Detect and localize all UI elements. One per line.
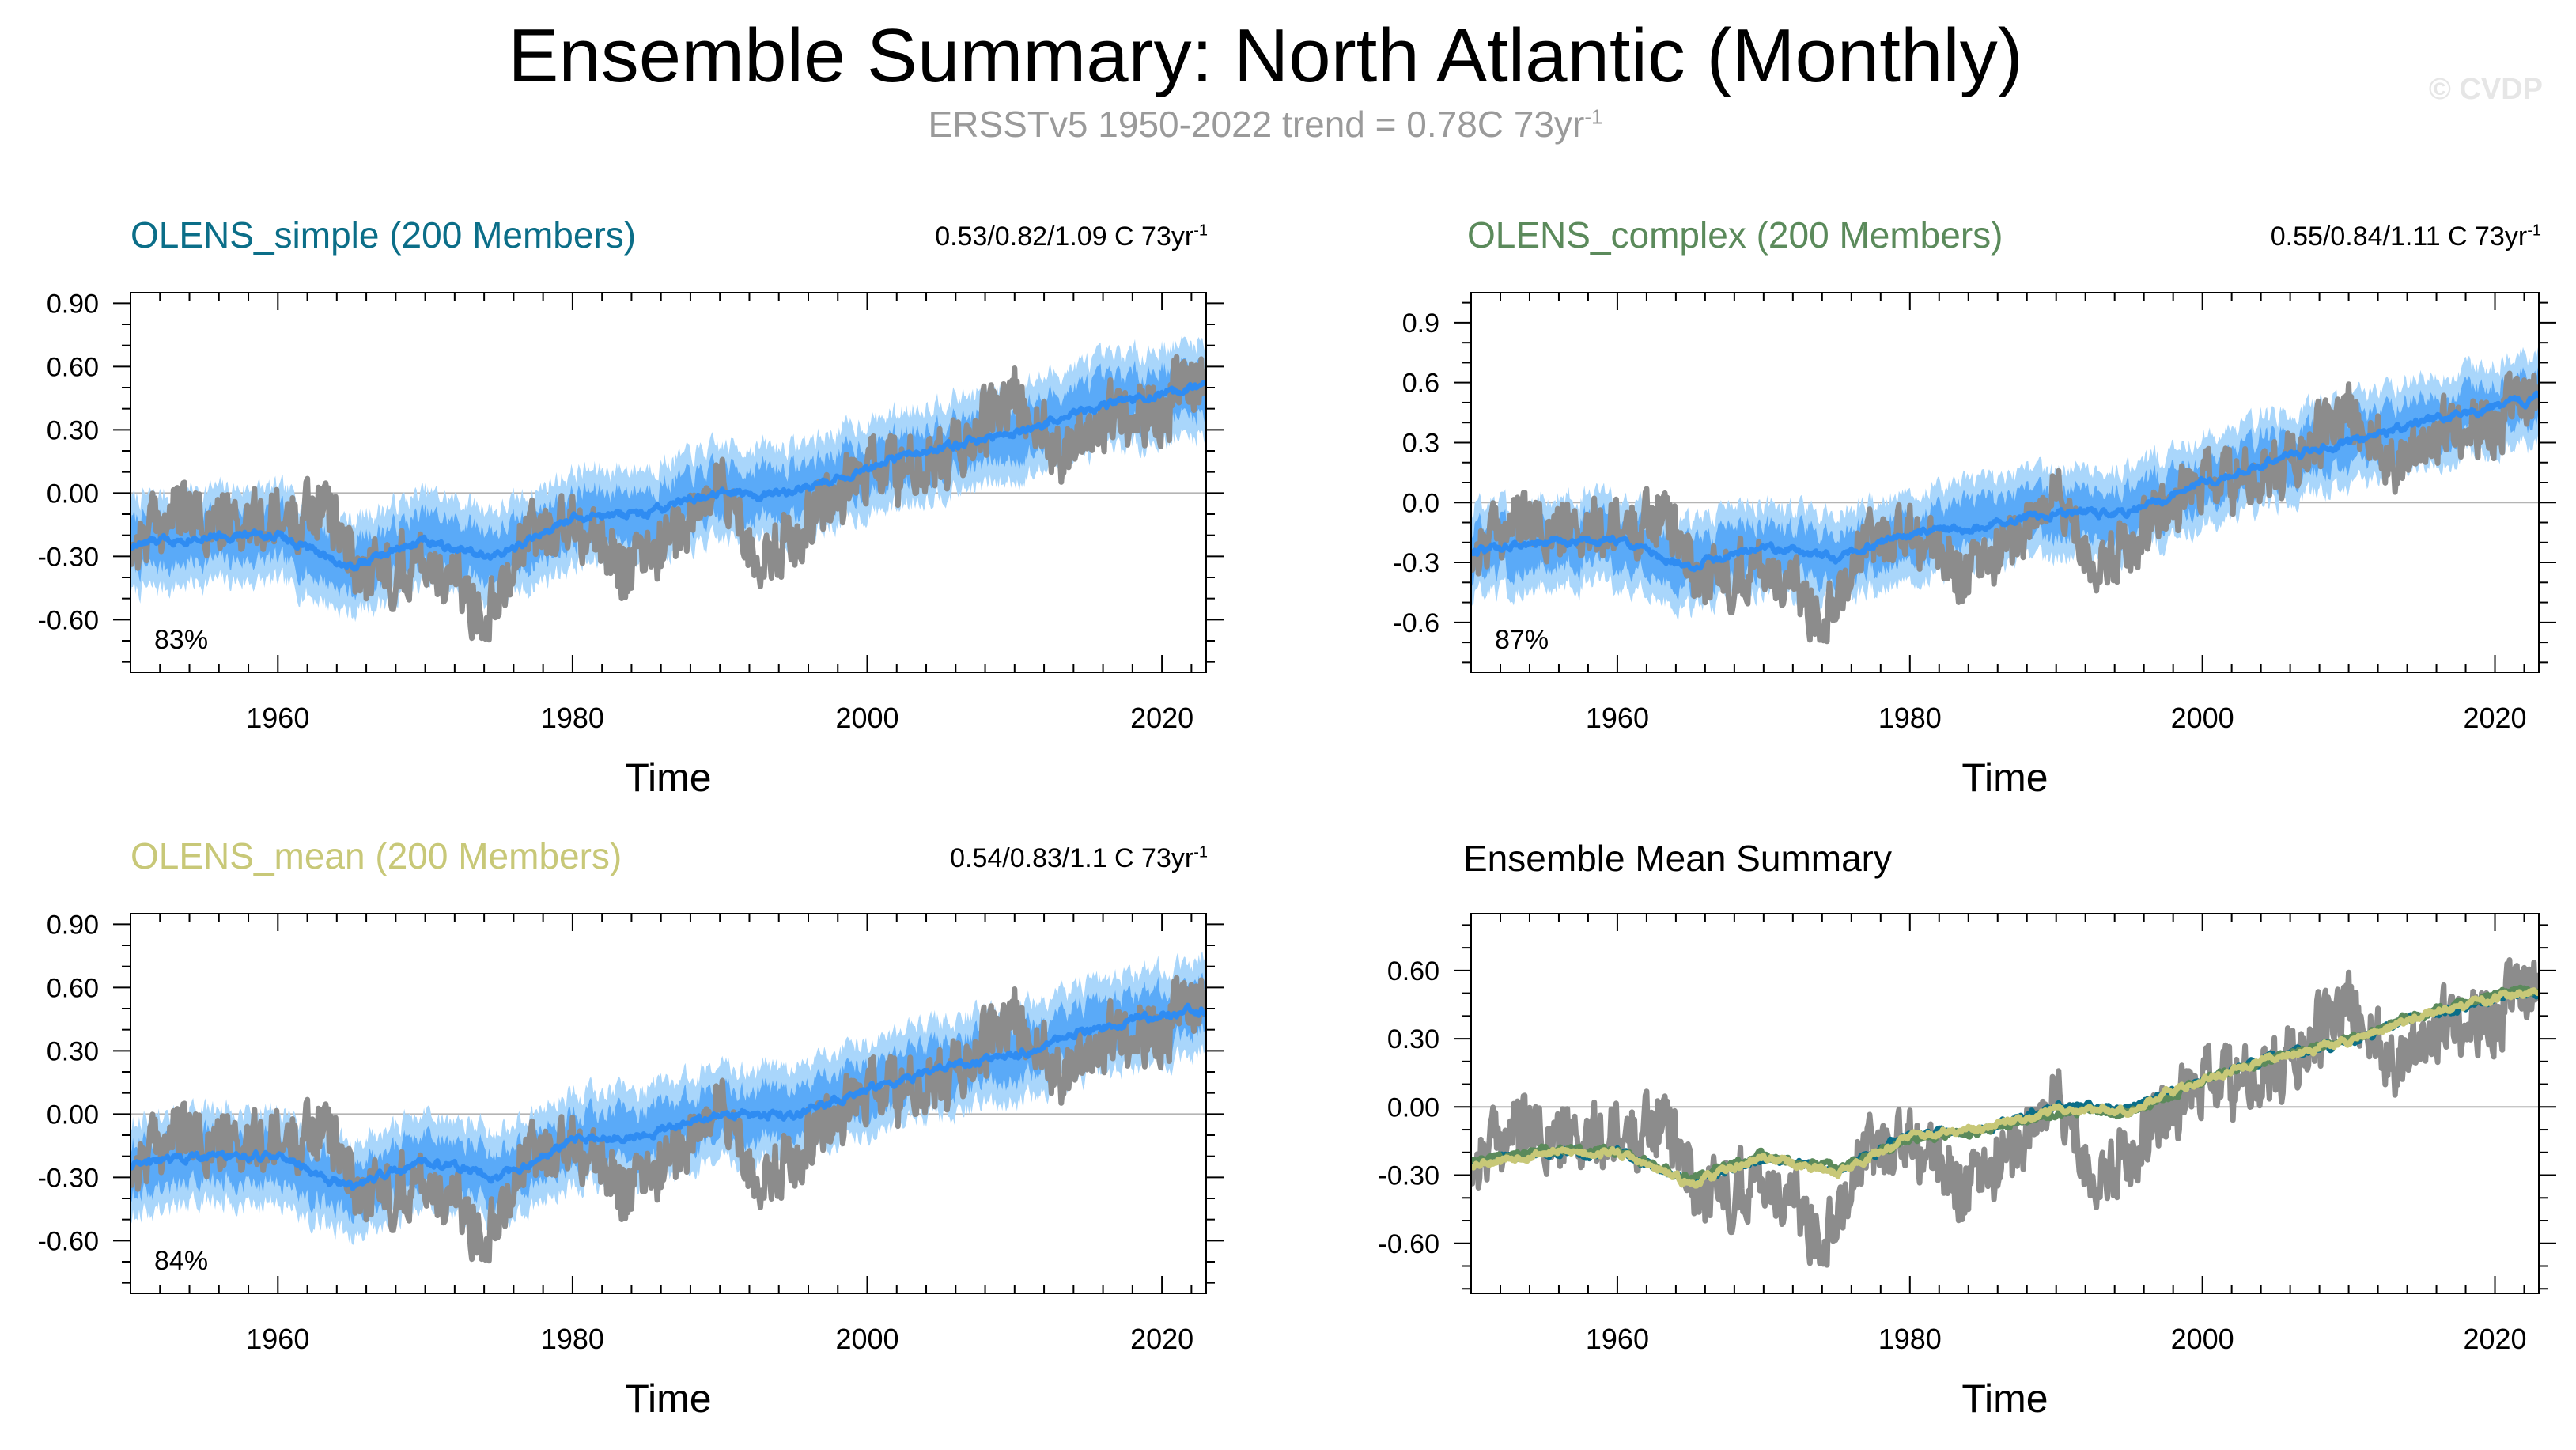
y-tick-label: 0.90 [47,289,99,319]
x-tick-label: 2020 [1130,1323,1193,1355]
x-axis-label: Time [625,1376,711,1421]
panel-3-chart: 1960 1980 2000 2020 Time -0.60 -0.30 0.00 0.30 0.… [38,910,1224,1421]
observations-line [131,975,1206,1264]
x-tick-label: 2000 [835,702,898,734]
y-tick-label: 0.00 [47,479,99,509]
panel-3-trend: 0.54/0.83/1.1 C 73yr-1 [950,843,1208,874]
y-tick-label: 0.00 [1387,1092,1439,1123]
page-title: Ensemble Summary: North Atlantic (Monthl… [508,13,2023,98]
observations-line [1471,370,2539,645]
page-subtitle: ERSSTv5 1950-2022 trend = 0.78C 73yr-1 [0,103,2531,146]
cvdp-watermark: © CVDP [2428,73,2543,106]
y-tick-label: -0.30 [1379,1161,1440,1191]
panel-1-trend-sup: -1 [1193,221,1208,240]
percent-label: 84% [154,1246,208,1276]
plot-area [1471,957,2539,1268]
panel-1-trend-text: 0.53/0.82/1.09 C 73yr [935,221,1194,252]
x-tick-label: 2020 [2463,702,2526,734]
panel-2-trend-sup: -1 [2527,221,2541,240]
x-tick-label: 1960 [246,702,309,734]
y-tick-label: 0.3 [1402,428,1439,458]
observations-line [131,354,1206,643]
y-tick-label: -0.3 [1393,548,1439,578]
x-axis-label: Time [625,755,711,800]
y-tick-label: 0.30 [1387,1024,1439,1054]
y-tick-label: -0.60 [38,1226,100,1256]
plot-area [1471,343,2539,645]
y-tick-label: 0.30 [47,1036,99,1066]
x-tick-label: 1980 [541,702,604,734]
panel-3-trend-text: 0.54/0.83/1.1 C 73yr [950,843,1194,873]
plot-area [131,951,1206,1264]
y-tick-label: 0.60 [1387,956,1439,986]
y-tick-label: -0.6 [1393,608,1439,638]
x-tick-label: 2020 [1130,702,1193,734]
x-axis-label: Time [1961,1376,2048,1421]
plot-frame [130,913,1207,1294]
y-tick-label: -0.60 [38,605,100,635]
ensemble-outer-band [131,336,1206,623]
x-tick-label: 2000 [2171,1323,2234,1355]
panel-1-trend: 0.53/0.82/1.09 C 73yr-1 [935,221,1208,252]
x-tick-label: 1960 [1586,1323,1649,1355]
ensemble-mean-line [131,380,1206,572]
plot-area [131,336,1206,643]
y-tick-label: 0.6 [1402,369,1439,399]
panel-2-chart: 1960 1980 2000 2020 Time -0.6 -0.3 0.0 0.3 0.6 0.9… [1393,292,2556,800]
y-tick-label: 0.30 [47,415,99,445]
plot-frame [130,292,1207,673]
panel-1-title: OLENS_simple (200 Members) [131,214,637,256]
y-tick-label: 0.90 [47,910,99,940]
x-tick-label: 2000 [835,1323,898,1355]
percent-label: 87% [1495,625,1549,655]
panel-2-trend: 0.55/0.84/1.11 C 73yr-1 [2271,221,2541,252]
y-tick-label: -0.30 [38,542,100,572]
x-tick-label: 1980 [541,1323,604,1355]
panel-3-trend-sup: -1 [1193,843,1208,861]
y-tick-label: 0.60 [47,352,99,382]
x-tick-label: 1980 [1878,1323,1942,1355]
x-tick-label: 1960 [1586,702,1649,734]
y-tick-label: 0.00 [47,1100,99,1130]
subtitle-superscript: -1 [1584,104,1603,129]
panel-3-title: OLENS_mean (200 Members) [131,835,622,876]
y-tick-label: 0.60 [47,973,99,1003]
panel-1-chart: 1960 1980 2000 2020 Time -0.60 -0.30 0.00 0.30 0.… [38,289,1224,800]
panel-4-chart: 1960 1980 2000 2020 Time -0.60 -0.30 0.00 0.30 0.… [1379,913,2556,1421]
x-tick-label: 2020 [2463,1323,2526,1355]
y-tick-label: 0.9 [1402,309,1439,339]
percent-label: 83% [154,625,208,655]
observations-line [1471,957,2539,1268]
x-axis-label: Time [1961,755,2048,800]
ensemble-mean-line [131,1002,1206,1191]
y-tick-label: -0.60 [1379,1229,1440,1259]
panel-2-title: OLENS_complex (200 Members) [1467,214,2003,256]
ensemble-mean-line [1471,390,2539,573]
panel-2-trend-text: 0.55/0.84/1.11 C 73yr [2270,221,2528,252]
panel-4-title: Ensemble Mean Summary [1463,838,1892,879]
x-tick-label: 1960 [246,1323,309,1355]
subtitle-text: ERSSTv5 1950-2022 trend = 0.78C 73yr [928,104,1585,145]
y-tick-label: -0.30 [38,1163,100,1193]
x-tick-label: 1980 [1878,702,1942,734]
x-tick-label: 2000 [2171,702,2234,734]
olens-mean-mean-line [1471,987,2539,1189]
y-tick-label: 0.0 [1402,488,1439,518]
plot-frame [1470,913,2540,1294]
